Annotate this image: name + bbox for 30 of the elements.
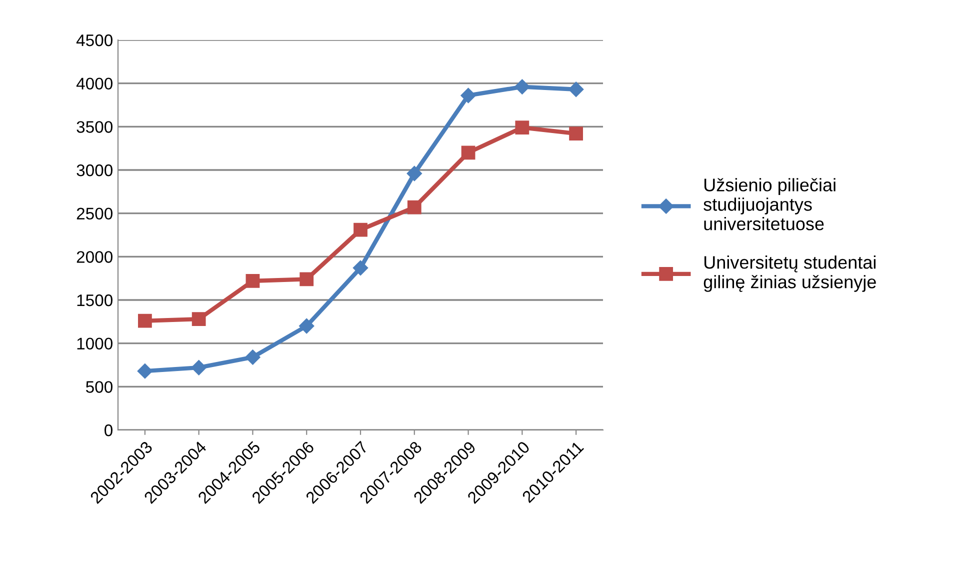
point bbox=[460, 88, 476, 104]
y-tick-label: 2000 bbox=[76, 251, 112, 263]
point bbox=[406, 166, 422, 182]
point bbox=[514, 79, 530, 94]
point bbox=[569, 126, 583, 141]
point bbox=[191, 360, 206, 376]
y-tick-label: 500 bbox=[86, 381, 112, 393]
y-tick-label: 3000 bbox=[76, 164, 112, 176]
y-tick-label: 0 bbox=[104, 424, 112, 436]
point bbox=[137, 363, 153, 379]
point bbox=[138, 314, 152, 328]
y-tick-label: 2500 bbox=[76, 208, 112, 220]
legend-label: Universitetų studentai gilinę žinias užsienyje bbox=[704, 256, 876, 292]
point bbox=[300, 272, 314, 286]
point bbox=[515, 120, 530, 134]
point bbox=[245, 350, 260, 365]
y-tick-label: 1000 bbox=[77, 338, 112, 350]
y-tick-label: 4000 bbox=[76, 78, 112, 90]
point bbox=[354, 222, 368, 237]
point bbox=[299, 318, 314, 334]
point bbox=[192, 312, 206, 326]
point bbox=[246, 274, 260, 288]
point bbox=[568, 82, 584, 97]
point bbox=[461, 146, 476, 160]
point bbox=[352, 260, 368, 276]
y-tick-label: 1500 bbox=[77, 294, 112, 306]
point bbox=[407, 200, 422, 214]
legend-label: Užsienio piliečiai studijuojantys universitetuose bbox=[704, 178, 836, 230]
y-tick-label: 4500 bbox=[76, 34, 112, 46]
y-tick-label: 3500 bbox=[76, 121, 112, 133]
